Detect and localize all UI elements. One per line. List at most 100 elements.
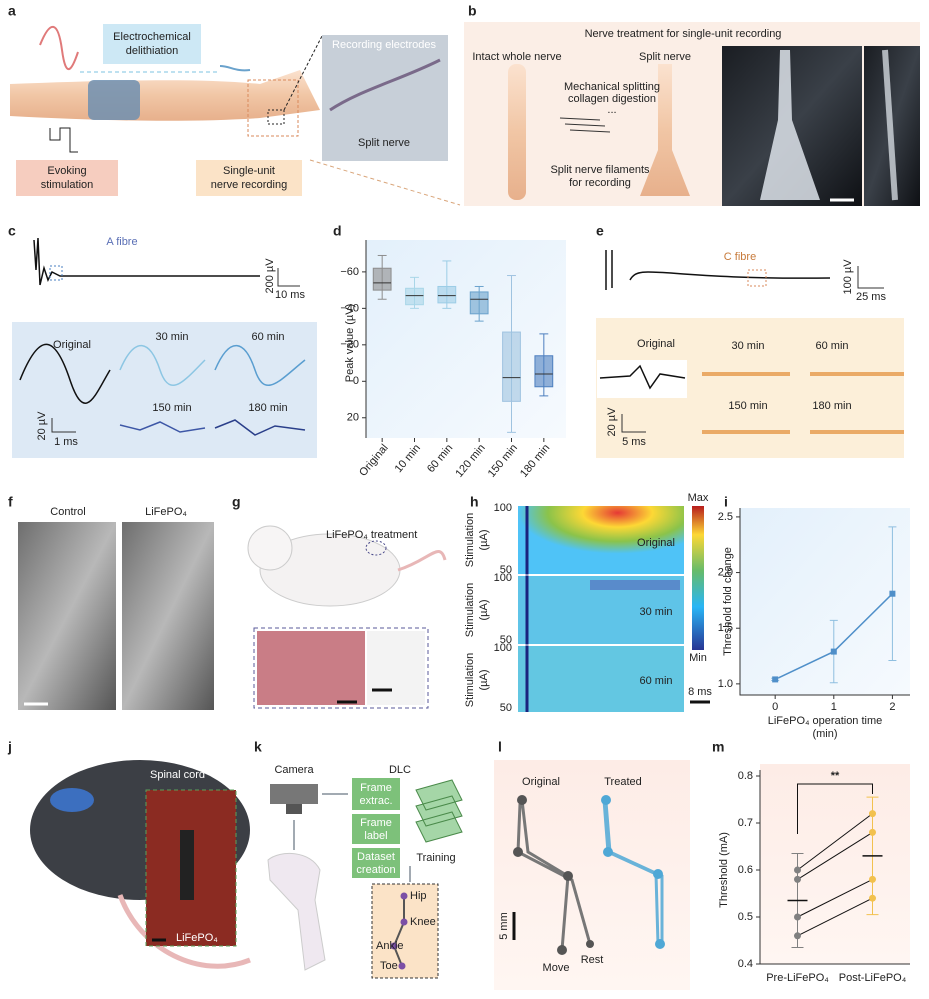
panel-d: d: [333, 223, 566, 438]
label: 150 min: [152, 402, 191, 414]
joints: [390, 892, 408, 970]
scale-label: 20 µV: [606, 407, 618, 437]
heatmap: [518, 506, 684, 574]
y-tick-label: 1.0: [718, 678, 733, 690]
arrows: [559, 117, 611, 133]
x-tick-label: 0: [772, 701, 778, 713]
annotation: **: [831, 770, 840, 782]
waveform: [39, 25, 79, 70]
scale-label: 200 µV: [264, 258, 276, 294]
background: [366, 240, 566, 438]
box: [352, 814, 400, 844]
label: 150 min: [728, 400, 767, 412]
label: C fibre: [724, 251, 756, 263]
label: nerve recording: [211, 179, 287, 191]
y-tick-label: 0: [353, 375, 359, 387]
axis-label: Stimulation: [464, 653, 476, 707]
trace: [33, 237, 260, 286]
tail: [117, 894, 251, 969]
heatmap: [518, 646, 684, 712]
label: Rest: [581, 954, 604, 966]
zoom-box: [49, 265, 63, 281]
nerve: [508, 64, 526, 200]
axis: [739, 508, 910, 696]
label: LiFePO₄: [176, 932, 218, 944]
label: DLC: [389, 764, 411, 776]
y-tick-label: 0.4: [738, 958, 753, 970]
scale-label: 25 ms: [856, 291, 886, 303]
x-tick-label: 150 min: [486, 442, 520, 480]
y-tick-label: 0.6: [738, 864, 753, 876]
label: Original: [637, 338, 675, 350]
label: Split nerve: [639, 51, 691, 63]
zoom-line: [283, 35, 323, 111]
scale-bar: [51, 418, 76, 433]
trace: [119, 344, 206, 386]
box: [16, 160, 118, 196]
trace: [702, 372, 904, 434]
trace: [214, 419, 306, 436]
panel-label: j: [7, 739, 12, 755]
marker: [772, 676, 779, 683]
panel-f: f Control LiFePO₄: [8, 494, 214, 710]
panel-l: l Original Treated 5 mm Move Rest: [494, 739, 690, 990]
micrograph: [18, 522, 116, 710]
title: Nerve treatment for single-unit recordin…: [585, 28, 782, 40]
zoom-box: [747, 269, 767, 287]
box: [196, 160, 302, 196]
cuff: [88, 80, 140, 120]
label: Control: [50, 506, 85, 518]
waveform: [219, 65, 251, 72]
panel-m: m: [712, 739, 910, 964]
label: LiFePO₄ treatment: [326, 529, 417, 541]
panel-k: k Camera DLC Frame extrac. Frame label D…: [254, 739, 463, 979]
zoom-box: [247, 79, 299, 137]
bracket: [797, 783, 873, 834]
x-tick-label: 60 min: [425, 442, 455, 475]
scale-bar: [857, 266, 884, 289]
rat-head: [247, 525, 293, 571]
skeleton: [392, 896, 405, 967]
panel-g: g LiFePO₄ treatment: [232, 494, 447, 709]
pair-line: [797, 878, 873, 918]
nerve-photo: [760, 50, 820, 200]
panel-i: i: [724, 494, 910, 695]
label: creation: [356, 864, 395, 876]
axis-label: Stimulation: [464, 513, 476, 567]
tick-label: 100: [494, 502, 512, 514]
y-tick-label: 1.5: [718, 622, 733, 634]
panel-label: c: [8, 223, 16, 239]
scale-label: 8 ms: [688, 686, 712, 698]
camera: [286, 804, 302, 814]
pair-line: [797, 813, 873, 871]
panel-b: b Nerve treatment for single-unit record…: [464, 3, 920, 206]
axis-label: Threshold (mA): [718, 832, 730, 908]
pulse: [49, 127, 78, 153]
label: stimulation: [41, 179, 94, 191]
axis-label: (µA): [478, 669, 490, 690]
label: 60 min: [639, 675, 672, 687]
x-tick-label: 120 min: [453, 442, 487, 480]
label: Dataset: [357, 851, 395, 863]
label: Frame: [360, 817, 392, 829]
circle: [653, 869, 663, 879]
panel-c: c A fibre 200 µV 10 ms Original 30 min 6…: [8, 223, 317, 458]
label: Single-unit: [223, 165, 275, 177]
axis-label: (µA): [478, 599, 490, 620]
colorbar-label: Min: [689, 652, 707, 664]
y-tick-label: −20: [340, 339, 359, 351]
joints: [601, 795, 665, 949]
scale-label: 10 ms: [275, 289, 305, 301]
label: Treated: [604, 776, 642, 788]
circle: [400, 892, 408, 900]
tail: [397, 550, 447, 572]
circle: [513, 847, 523, 857]
tick-label: 50: [500, 702, 512, 714]
label: ...: [607, 104, 616, 116]
scale-label: 100 µV: [842, 259, 854, 295]
y-tick-label: 2.5: [718, 511, 733, 523]
implant: [50, 788, 94, 812]
circle: [586, 940, 594, 948]
marker: [889, 590, 896, 597]
